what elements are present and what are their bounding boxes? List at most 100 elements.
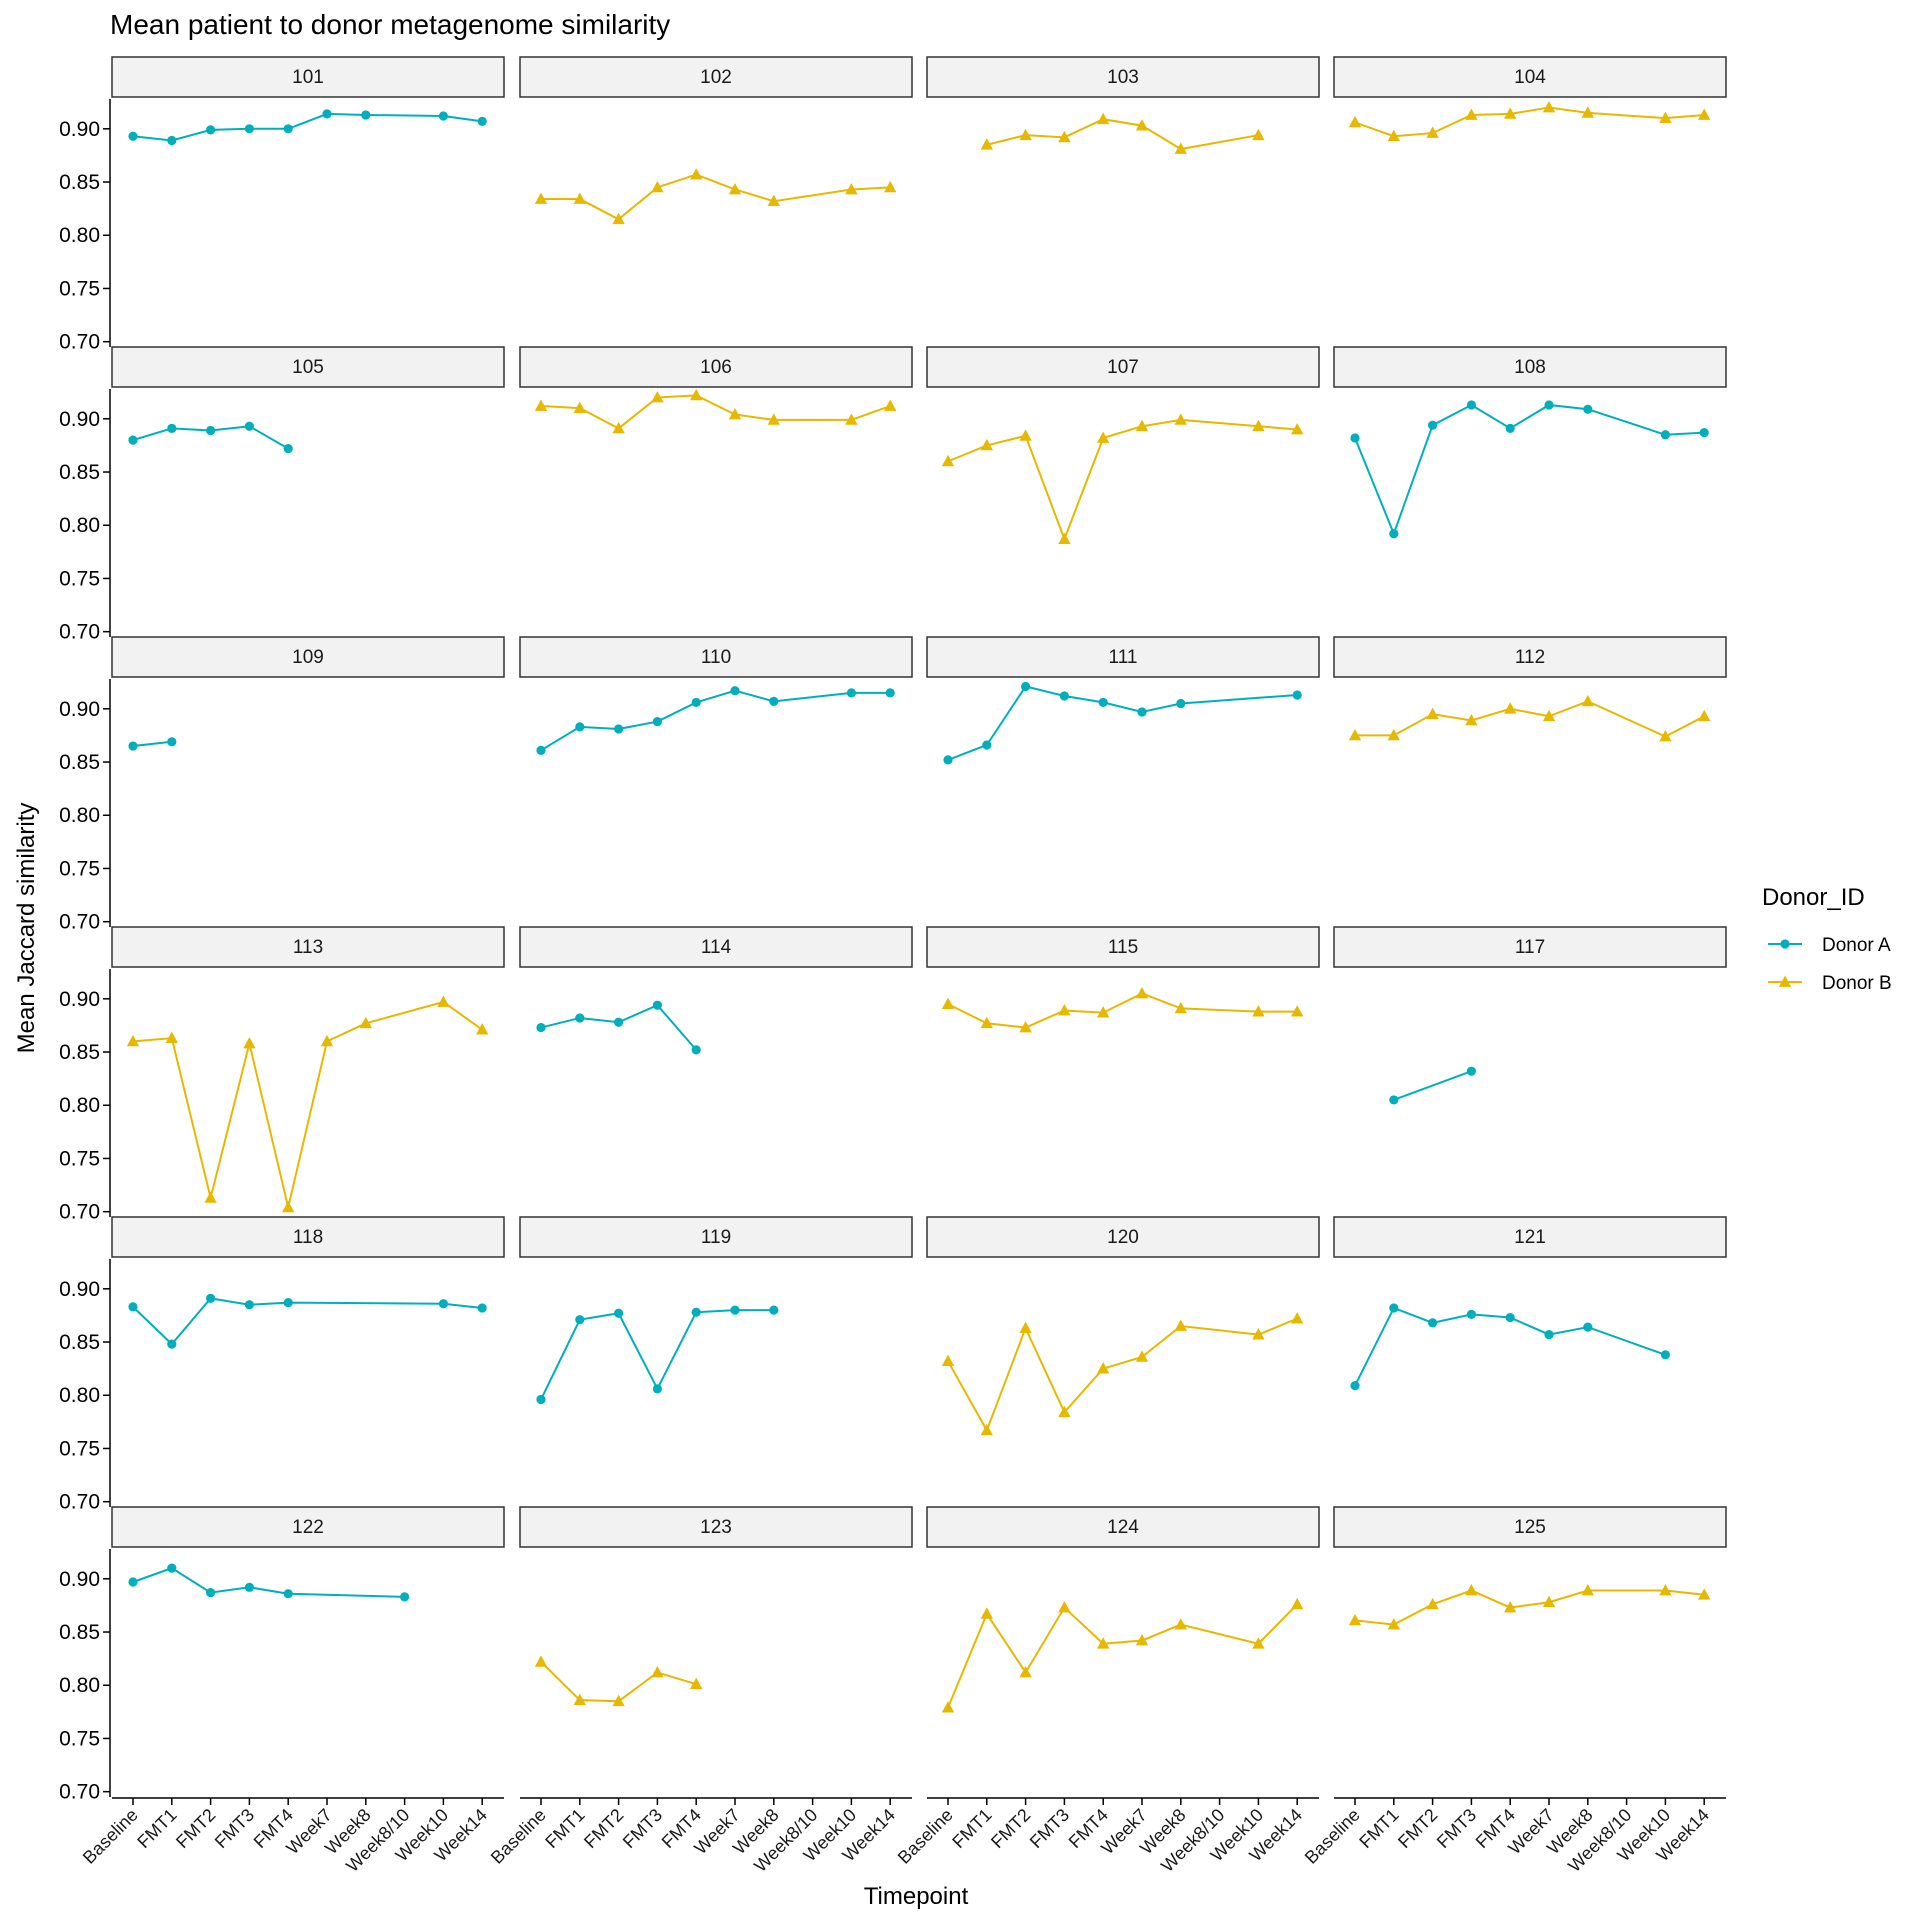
facet-panel-115: 115 [926,926,1320,1033]
facet-strip-label: 108 [1514,357,1546,378]
y-tick-label: 0.85 [59,1331,100,1354]
data-point [1059,691,1069,701]
data-point [167,135,177,146]
data-point [400,1592,410,1602]
y-tick-label: 0.80 [59,1384,100,1407]
data-point [1135,1634,1149,1646]
y-tick-label: 0.80 [59,804,100,827]
data-point [534,399,548,411]
data-point [1252,128,1265,141]
data-point [651,180,664,193]
y-tick-label: 0.80 [59,1094,100,1117]
data-point [1174,142,1187,154]
facet-strip [926,56,1320,98]
facet-strip-label: 111 [1109,647,1138,668]
data-point [690,168,703,180]
data-point [1389,529,1399,539]
facet-panel-121: 121 [1333,1216,1727,1391]
y-tick-label: 0.70 [59,1491,100,1514]
data-point [845,413,858,425]
facet-panel-125: 125BaselineFMT1FMT2FMT3FMT4Week7Week8Wee… [1301,1506,1727,1876]
facet-strip [1333,56,1727,98]
data-point [982,740,992,750]
data-point [769,1305,779,1315]
series-line-donor-a [132,740,172,748]
y-tick-label: 0.70 [59,1781,100,1804]
facet-panel-114: 114 [519,926,913,1055]
y-tick-label: 0.75 [59,857,100,880]
data-point [1542,1595,1556,1608]
series-line-donor-a [132,112,483,142]
series-line-donor-a [132,1297,483,1346]
data-point [614,724,624,734]
facet-panel-120: 120 [926,1216,1320,1436]
data-point [1058,1601,1071,1613]
data-point [1097,431,1110,443]
x-tick-label: Baseline [894,1805,957,1868]
data-point [1387,129,1400,142]
y-tick-label: 0.75 [59,567,100,590]
facet-strip-label: 112 [1515,647,1545,668]
x-tick-label: FMT3 [619,1805,666,1852]
data-point [1174,1001,1187,1014]
data-point [167,423,177,433]
data-point [1426,1597,1439,1610]
data-point [128,741,138,751]
x-axis-label: Timepoint [864,1883,969,1910]
data-point [244,124,254,134]
y-tick-label: 0.70 [59,911,100,934]
series-line-donor-b [132,1000,483,1208]
data-point [1428,1318,1438,1328]
data-point [167,737,177,747]
series-line-donor-b [947,418,1298,542]
data-point [1466,400,1476,410]
data-point [1465,108,1478,120]
data-point [690,388,703,401]
data-point [1135,419,1149,432]
data-point [573,401,586,414]
data-point [1544,1329,1554,1340]
y-tick-label: 0.85 [59,751,100,774]
data-point [1660,430,1670,440]
data-point [1019,128,1032,141]
data-point [128,1577,138,1587]
data-point [941,1701,955,1713]
data-point [943,755,953,765]
facet-strip-label: 120 [1107,1227,1139,1248]
data-point [612,212,625,225]
data-point [652,1000,663,1010]
data-point [1291,422,1304,435]
data-point [1058,130,1071,143]
facet-panel-106: 106 [519,346,913,434]
facet-panel-122: 122 0.70 0.75 0.80 0.85 0.90 BaselineFMT1FMT2F… [59,1506,505,1876]
data-point [980,438,993,451]
facet-panel-123: 123BaselineFMT1FMT2FMT3FMT4Week7Week8Wee… [487,1506,913,1876]
data-point [283,444,293,454]
data-point [1348,115,1362,128]
data-point [980,138,993,150]
data-point [612,421,625,434]
data-point [1174,1319,1187,1331]
legend-key-marker [1778,975,1792,987]
facet-strip [519,636,913,678]
data-point [283,1589,293,1599]
facet-strip-label: 125 [1514,1517,1546,1538]
data-point [885,688,895,698]
data-point [1097,1006,1110,1018]
facet-strip [926,346,1320,388]
data-point [536,1394,546,1405]
facet-strip-label: 110 [701,647,731,668]
facet-strip-label: 117 [1515,937,1545,958]
data-point [1505,1312,1515,1323]
facet-panel-109: 109 0.70 0.75 0.80 0.85 0.90 [59,636,505,934]
facet-panel-124: 124BaselineFMT1FMT2FMT3FMT4Week7Week8Wee… [894,1506,1320,1876]
data-point [1426,707,1439,719]
data-point [1698,709,1711,722]
facet-strip [926,926,1320,968]
data-point [1021,681,1031,692]
facet-panel-103: 103 [926,56,1320,154]
data-point [1544,400,1554,410]
data-point [1348,1613,1362,1626]
facet-strip-label: 113 [293,937,323,958]
